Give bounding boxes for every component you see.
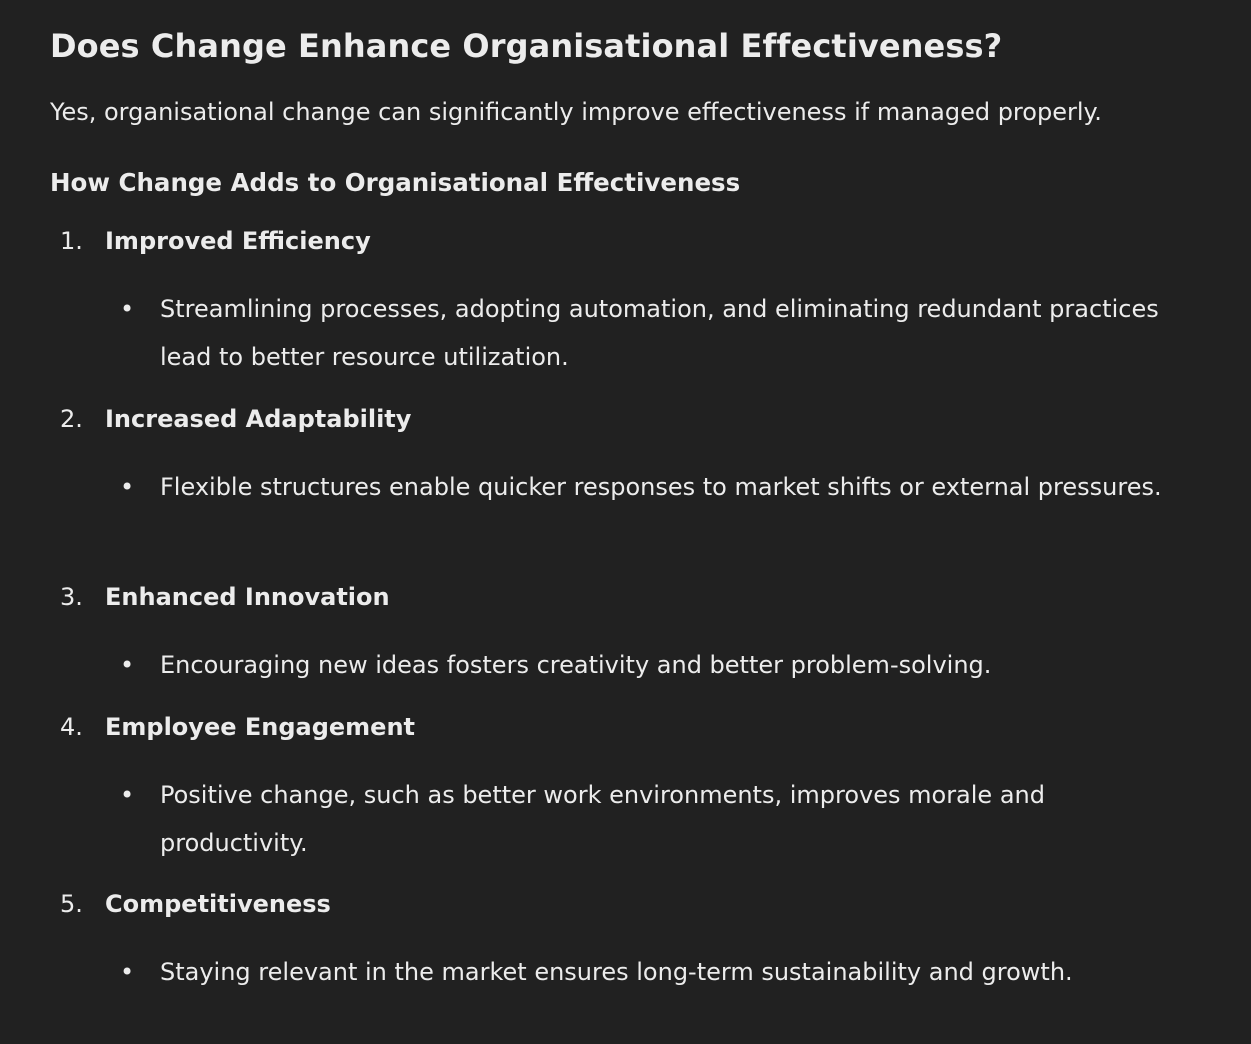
section-heading: How Change Adds to Organisational Effect…: [50, 168, 741, 197]
bullet-icon: •: [120, 651, 135, 679]
bullet-text: Encouraging new ideas fosters creativity…: [160, 651, 992, 679]
list-item: 4. Employee Engagement • Positive change…: [50, 711, 1251, 867]
list-number: 1.: [60, 227, 83, 255]
list-item: 1. Improved Efficiency • Streamlining pr…: [50, 225, 1251, 381]
bullet-text: Staying relevant in the market ensures l…: [160, 958, 1073, 986]
list-item: 5. Competitiveness • Staying relevant in…: [50, 888, 1251, 996]
bullet-text: Positive change, such as better work env…: [160, 781, 1045, 857]
list-number: 4.: [60, 713, 83, 741]
list-number: 3.: [60, 583, 83, 611]
bullet-icon: •: [120, 781, 135, 809]
list-item-title: Improved Efficiency: [105, 227, 371, 255]
list-item: 2. Increased Adaptability • Flexible str…: [50, 403, 1251, 511]
bullet-icon: •: [120, 295, 135, 323]
bullet-text: Streamlining processes, adopting automat…: [160, 295, 1159, 371]
list-item: 3. Enhanced Innovation • Encouraging new…: [50, 581, 1251, 689]
list-item-title: Competitiveness: [105, 890, 331, 918]
list-item-title: Enhanced Innovation: [105, 583, 390, 611]
bullet-text: Flexible structures enable quicker respo…: [160, 473, 1162, 501]
list-number: 5.: [60, 890, 83, 918]
bullet-icon: •: [120, 958, 135, 986]
intro-paragraph: Yes, organisational change can significa…: [50, 98, 1102, 126]
list-item-title: Increased Adaptability: [105, 405, 412, 433]
list-item-title: Employee Engagement: [105, 713, 416, 741]
page-title: Does Change Enhance Organisational Effec…: [50, 27, 1003, 65]
bullet-icon: •: [120, 473, 135, 501]
list-number: 2.: [60, 405, 83, 433]
